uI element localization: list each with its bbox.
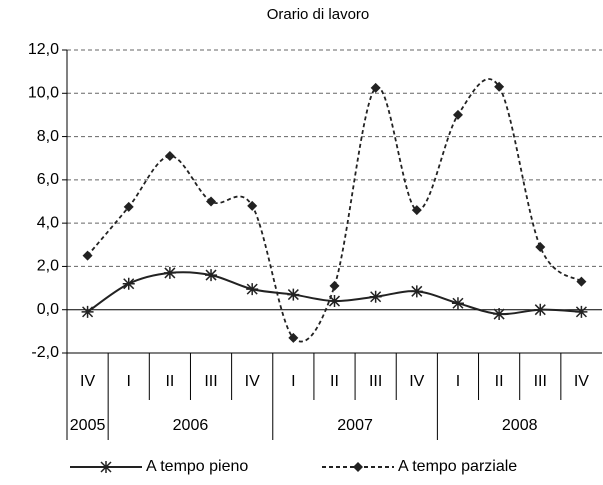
legend-label: A tempo pieno — [146, 458, 248, 475]
marker — [163, 266, 176, 279]
x-tick-label: IV — [245, 373, 260, 390]
marker — [81, 305, 94, 318]
y-tick-label: 4,0 — [37, 214, 59, 231]
marker — [287, 288, 300, 301]
marker — [494, 81, 505, 92]
x-tick-label: IV — [409, 373, 424, 390]
x-tick-label: III — [534, 373, 547, 390]
series-line — [87, 271, 582, 316]
marker — [370, 82, 381, 93]
group-label: 2006 — [173, 417, 209, 434]
marker — [451, 297, 464, 310]
marker — [534, 303, 547, 316]
legend-label: A tempo parziale — [398, 458, 517, 475]
chart-title: Orario di lavoro — [267, 6, 370, 23]
x-tick-label: II — [495, 373, 504, 390]
marker — [411, 205, 422, 216]
marker — [288, 332, 299, 343]
marker — [246, 283, 259, 296]
group-label: 2008 — [502, 417, 538, 434]
marker — [205, 269, 218, 282]
marker — [82, 250, 93, 261]
x-tick-label: I — [291, 373, 295, 390]
marker — [410, 285, 423, 298]
marker — [122, 277, 135, 290]
legend-marker — [100, 461, 112, 473]
marker — [164, 151, 175, 162]
y-tick-label: 10,0 — [28, 85, 59, 102]
marker — [329, 280, 340, 291]
marker — [452, 109, 463, 120]
marker — [206, 196, 217, 207]
x-tick-label: III — [204, 373, 217, 390]
y-tick-label: -2,0 — [31, 344, 59, 361]
marker — [535, 241, 546, 252]
x-tick-label: I — [456, 373, 460, 390]
x-tick-label: II — [330, 373, 339, 390]
legend-marker — [353, 462, 363, 472]
y-tick-label: 0,0 — [37, 301, 59, 318]
y-tick-label: 2,0 — [37, 258, 59, 275]
group-label: 2007 — [337, 417, 373, 434]
marker — [575, 305, 588, 318]
y-tick-label: 12,0 — [28, 41, 59, 58]
marker — [493, 308, 506, 321]
x-tick-label: IV — [80, 373, 95, 390]
x-tick-label: III — [369, 373, 382, 390]
y-tick-label: 8,0 — [37, 128, 59, 145]
marker — [576, 276, 587, 287]
marker — [328, 295, 341, 308]
x-tick-label: I — [127, 373, 131, 390]
marker — [247, 200, 258, 211]
y-tick-label: 6,0 — [37, 171, 59, 188]
group-label: 2005 — [70, 417, 106, 434]
x-tick-label: II — [165, 373, 174, 390]
x-tick-label: IV — [574, 373, 589, 390]
marker — [123, 201, 134, 212]
marker — [369, 290, 382, 303]
series-line — [86, 78, 583, 343]
